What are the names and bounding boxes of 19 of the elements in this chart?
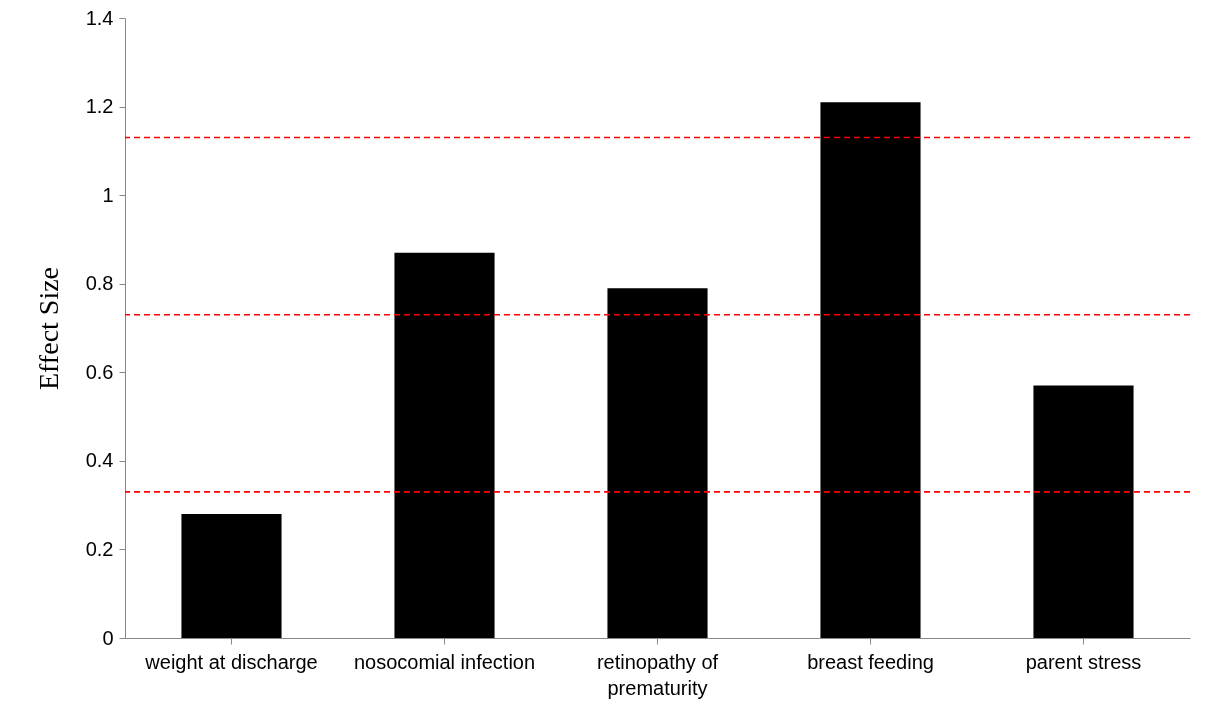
y-tick-label: 1.2 bbox=[85, 95, 114, 118]
y-tick-label: 0.8 bbox=[85, 272, 114, 295]
x-tick-label: retinopathy of prematurity bbox=[596, 650, 719, 699]
bar bbox=[607, 288, 708, 638]
x-tick-label: parent stress bbox=[1025, 650, 1142, 673]
bar bbox=[1033, 385, 1134, 638]
y-axis-title: Effect Size bbox=[32, 266, 64, 391]
y-tick-label: 0.6 bbox=[85, 360, 114, 383]
y-tick-label: 1 bbox=[102, 183, 114, 206]
bar bbox=[181, 514, 282, 638]
y-tick-label: 0.4 bbox=[85, 449, 114, 472]
x-tick-label: nosocomial infection bbox=[353, 650, 536, 673]
y-tick-label: 0.2 bbox=[85, 537, 114, 560]
bar bbox=[394, 252, 495, 638]
bar bbox=[820, 102, 921, 638]
x-tick-label: breast feeding bbox=[807, 650, 934, 673]
x-tick-label: weight at discharge bbox=[144, 650, 318, 673]
y-tick-label: 0 bbox=[102, 626, 114, 649]
y-tick-label: 1.4 bbox=[85, 6, 114, 29]
